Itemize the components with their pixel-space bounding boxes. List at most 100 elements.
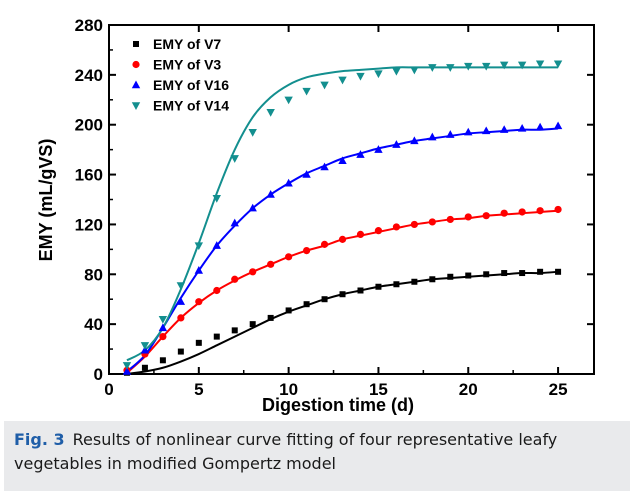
data-point xyxy=(518,208,526,216)
data-point xyxy=(302,170,311,178)
data-point xyxy=(248,203,257,212)
data-point xyxy=(338,156,347,165)
fit-curve-1 xyxy=(126,270,559,375)
data-point xyxy=(537,268,544,275)
data-point xyxy=(320,162,329,171)
data-point xyxy=(249,321,256,328)
data-point xyxy=(392,140,401,148)
data-point xyxy=(303,301,310,308)
data-point xyxy=(392,223,401,231)
data-point xyxy=(553,60,563,69)
data-point xyxy=(249,268,257,276)
data-point xyxy=(446,130,455,138)
y-tick-label: 40 xyxy=(84,315,103,334)
data-point xyxy=(536,207,544,215)
legend: EMY of V7 EMY of V3 EMY of V16 EMY of V14 xyxy=(131,36,229,114)
y-axis-label: EMY (mL/gVS) xyxy=(36,139,56,262)
x-tick-label: 5 xyxy=(194,380,203,399)
data-point xyxy=(393,281,400,288)
data-point xyxy=(285,253,293,261)
data-point xyxy=(338,76,347,85)
data-point xyxy=(517,123,527,132)
y-tick-label: 160 xyxy=(75,166,103,185)
data-point xyxy=(465,272,472,279)
data-point xyxy=(519,270,526,277)
data-point xyxy=(248,128,257,137)
legend-marker xyxy=(133,41,139,47)
data-point xyxy=(535,122,545,131)
data-point xyxy=(176,282,186,291)
data-point xyxy=(554,205,562,214)
data-point xyxy=(194,242,204,251)
data-point xyxy=(141,364,148,371)
data-point xyxy=(284,178,293,187)
data-point xyxy=(374,227,383,235)
data-point xyxy=(158,315,168,324)
data-point xyxy=(499,61,509,70)
data-point xyxy=(338,235,347,243)
data-point xyxy=(356,72,365,81)
data-point xyxy=(230,155,239,163)
data-point xyxy=(230,218,239,227)
data-point xyxy=(501,270,508,277)
data-point xyxy=(122,362,132,370)
data-point xyxy=(231,275,239,283)
data-point xyxy=(482,62,491,71)
data-point xyxy=(267,314,274,321)
data-points xyxy=(122,60,563,376)
y-tick-label: 280 xyxy=(75,16,103,35)
data-point xyxy=(177,348,184,355)
data-point xyxy=(212,195,221,203)
axes: 0 5 10 15 20 25 0 40 80 120 160 200 240 280 xyxy=(75,16,594,399)
data-point xyxy=(553,121,563,130)
data-point xyxy=(159,333,167,341)
data-point xyxy=(266,109,275,117)
data-point xyxy=(302,247,311,255)
data-point xyxy=(555,268,562,275)
x-tick-label: 20 xyxy=(459,380,478,399)
data-point xyxy=(195,339,202,346)
data-point xyxy=(320,240,329,248)
data-point xyxy=(158,323,168,332)
data-point xyxy=(194,266,204,274)
data-point xyxy=(321,296,328,303)
data-point xyxy=(482,212,490,220)
data-point xyxy=(177,314,185,322)
legend-label: EMY of V16 xyxy=(153,77,229,93)
legend-marker xyxy=(132,60,140,69)
data-point xyxy=(212,241,221,249)
data-point xyxy=(499,125,509,133)
data-point xyxy=(195,298,203,306)
data-point xyxy=(483,271,490,278)
data-point xyxy=(320,81,329,90)
data-point xyxy=(410,220,418,229)
data-point xyxy=(374,145,383,153)
chart-svg: 0 5 10 15 20 25 0 40 80 120 160 200 240 280 EMY of V7… xyxy=(36,16,595,415)
data-point xyxy=(357,287,364,294)
data-point xyxy=(285,307,292,314)
data-point xyxy=(482,126,491,135)
data-point xyxy=(176,297,186,305)
data-point xyxy=(356,230,365,238)
data-point xyxy=(447,273,454,280)
data-point xyxy=(213,286,221,295)
data-point xyxy=(392,67,401,76)
y-tick-label: 120 xyxy=(75,215,103,234)
y-tick-label: 80 xyxy=(84,265,103,284)
data-point xyxy=(374,70,383,79)
legend-marker xyxy=(131,80,141,89)
data-point xyxy=(428,132,437,141)
legend-label: EMY of V14 xyxy=(153,98,229,114)
data-point xyxy=(266,190,275,198)
x-tick-label: 25 xyxy=(549,380,568,399)
data-point xyxy=(446,215,454,224)
data-point xyxy=(428,218,436,226)
x-tick-label: 10 xyxy=(279,380,298,399)
data-point xyxy=(302,87,311,96)
data-point xyxy=(339,291,346,298)
data-point xyxy=(159,357,166,364)
data-point xyxy=(411,278,418,285)
y-tick-label: 200 xyxy=(75,116,103,135)
y-tick-label: 0 xyxy=(94,365,103,384)
data-point xyxy=(428,64,437,72)
